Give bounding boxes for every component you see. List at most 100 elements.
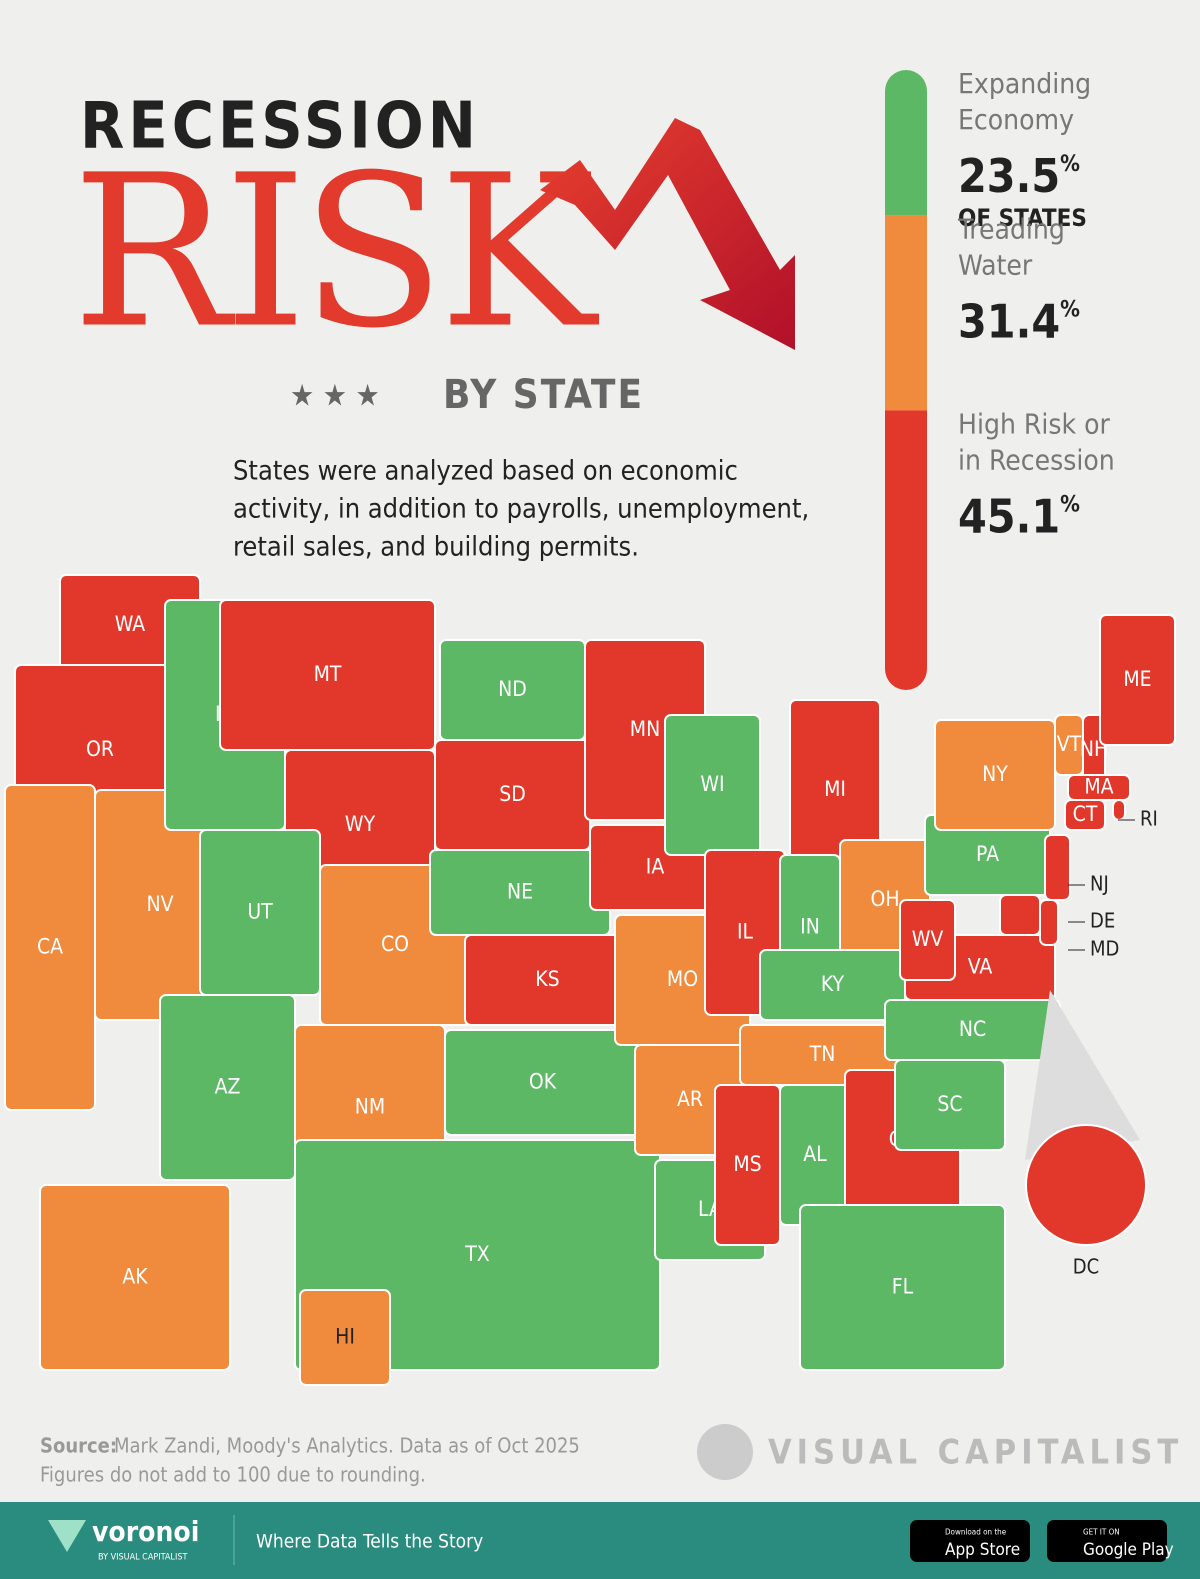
legend-number: 45.1 <box>958 489 1060 543</box>
state-label: NV <box>146 892 173 916</box>
voronoi-sub: BY VISUAL CAPITALIST <box>98 1553 187 1563</box>
title-top: RECESSION <box>80 90 480 164</box>
state-label: TN <box>809 1042 836 1066</box>
legend-label: Expanding <box>958 67 1091 100</box>
note: Figures do not add to 100 due to roundin… <box>40 1463 426 1487</box>
legend-label: Economy <box>958 103 1074 136</box>
description-line: activity, in addition to payrolls, unemp… <box>233 494 809 525</box>
source-label: Source: <box>40 1434 117 1458</box>
legend-value: 23.5% <box>958 149 1080 203</box>
state-label: CT <box>1073 802 1098 826</box>
legend-segment <box>885 215 927 411</box>
app-store-small: Download on the <box>945 1528 1007 1537</box>
google-play-small: GET IT ON <box>1083 1528 1120 1537</box>
state-label: WV <box>912 927 944 951</box>
state-label: MN <box>630 717 660 741</box>
state-label: OK <box>529 1070 557 1094</box>
state-label: CA <box>37 935 63 959</box>
legend-value: 45.1% <box>958 489 1080 543</box>
state <box>1099 614 1176 746</box>
source: Mark Zandi, Moody's Analytics. Data as o… <box>114 1434 580 1458</box>
state-label: AK <box>122 1265 148 1289</box>
state-label: MI <box>824 777 846 801</box>
down-arrow <box>540 118 795 350</box>
legend-note: OF STATES <box>958 204 1087 232</box>
state-label: NE <box>507 880 533 904</box>
google-play-button[interactable] <box>1047 1520 1167 1562</box>
state-label: OR <box>86 737 114 761</box>
state-label: UT <box>247 900 273 924</box>
state-label: FL <box>892 1275 914 1299</box>
state <box>1044 834 1071 901</box>
state-label: DE <box>1090 909 1115 933</box>
state-label: WY <box>345 812 376 836</box>
state-label: MD <box>1090 937 1119 961</box>
state-label: IA <box>646 855 665 879</box>
legend-segment <box>885 70 927 216</box>
legend-label: Water <box>958 249 1033 282</box>
brand: VISUAL CAPITALIST <box>768 1433 1183 1473</box>
state-label: NM <box>355 1095 385 1119</box>
state <box>934 719 1056 831</box>
subtitle: BY STATE <box>443 372 644 418</box>
state-label: AZ <box>215 1075 241 1099</box>
tagline: Where Data Tells the Story <box>256 1531 483 1553</box>
state-label: ND <box>498 677 527 701</box>
state-label: CO <box>381 932 409 956</box>
legend-value: 31.4% <box>958 294 1080 348</box>
state-label: VT <box>1057 732 1082 756</box>
app-store: App Store <box>945 1540 1020 1560</box>
state-label: RI <box>1140 807 1158 831</box>
state-label: ME <box>1123 667 1151 691</box>
legend-unit: % <box>1060 152 1080 177</box>
stars: ★ ★ ★ <box>290 379 380 414</box>
state-label: SD <box>499 782 526 806</box>
state-label: NJ <box>1090 872 1109 896</box>
state <box>999 894 1041 936</box>
legend-label: Treading <box>957 213 1065 246</box>
state-label: MA <box>1084 775 1113 799</box>
state-label: OH <box>870 887 899 911</box>
legend-number: 31.4 <box>958 294 1060 348</box>
state-label: WI <box>700 772 724 796</box>
state-label: HI <box>335 1325 355 1349</box>
description-line: retail sales, and building permits. <box>233 532 639 563</box>
state <box>1039 899 1059 946</box>
state-label: VA <box>968 955 993 979</box>
legend-label: in Recession <box>958 443 1115 476</box>
state-label: DC <box>1073 1255 1099 1279</box>
description-line: States were analyzed based on economic <box>233 456 738 487</box>
legend-segment <box>885 410 927 690</box>
state-label: SC <box>937 1092 962 1116</box>
state <box>299 1289 391 1386</box>
brand-logo <box>697 1424 753 1480</box>
legend-number: 23.5 <box>958 149 1060 203</box>
state-label: MO <box>667 967 698 991</box>
state-label: PA <box>976 842 999 866</box>
dc-callout <box>1025 990 1140 1160</box>
legend-label: High Risk or <box>958 407 1111 440</box>
voronoi-logo: voronoi <box>92 1515 199 1548</box>
voronoi-icon <box>48 1520 86 1552</box>
app-store-button[interactable] <box>910 1520 1030 1562</box>
state <box>1112 799 1126 821</box>
state <box>799 1204 1006 1371</box>
state <box>1064 799 1106 831</box>
google-play: Google Play <box>1083 1540 1174 1560</box>
legend-unit: % <box>1060 298 1080 323</box>
state-label: WA <box>115 612 146 636</box>
state-label: MS <box>733 1152 761 1176</box>
state-label: AL <box>803 1142 827 1166</box>
state-label: IL <box>737 920 754 944</box>
state-label: NY <box>982 762 1008 786</box>
title-main: RISK <box>72 130 600 375</box>
state-label: MT <box>314 662 342 686</box>
legend-unit: % <box>1060 492 1080 517</box>
state <box>899 899 956 981</box>
state-label: KY <box>821 972 845 996</box>
state-label: AR <box>677 1087 703 1111</box>
state <box>1025 1124 1147 1246</box>
state <box>39 1184 231 1371</box>
